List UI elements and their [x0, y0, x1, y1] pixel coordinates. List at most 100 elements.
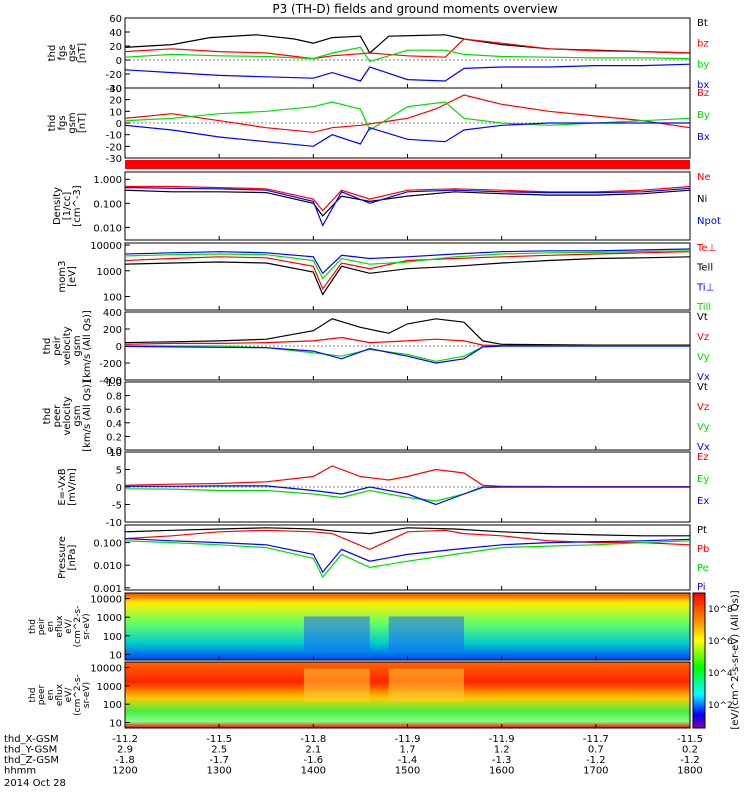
- series-line-Till: [124, 250, 691, 280]
- panel-frame-fgs_gse: [124, 17, 691, 89]
- y-tick-label: 1000: [97, 267, 122, 278]
- series-line-by: [124, 46, 691, 63]
- y-axis-label: peir: [37, 617, 47, 635]
- y-axis-label: thd: [47, 45, 58, 62]
- series-line-Vt: [124, 318, 690, 346]
- x-tick-label: -11.9: [395, 734, 421, 745]
- x-tick-label: -1.3: [492, 755, 512, 766]
- y-tick-label: -30: [106, 154, 122, 165]
- y-tick-label: 100: [103, 293, 122, 304]
- legend-Bz: Bz: [697, 88, 709, 99]
- y-axis-label: [nT]: [77, 113, 88, 133]
- y-tick-label: 400: [103, 308, 122, 319]
- y-tick-label: -10: [106, 131, 122, 142]
- y-axis-label: sr-eV): [82, 613, 92, 639]
- y-tick-label: -10: [106, 518, 122, 529]
- legend-Pi: Pi: [697, 582, 706, 593]
- legend-Till: Till: [696, 302, 711, 313]
- x-row-label: thd_X-GSM: [4, 734, 59, 745]
- x-tick-label: -11.5: [677, 734, 703, 745]
- y-tick-label: 1000: [97, 682, 122, 693]
- x-row-label: hhmm: [4, 766, 36, 777]
- y-axis-label: gsm: [72, 335, 83, 356]
- y-axis-label: velocity: [62, 396, 73, 435]
- x-tick-label: -1.6: [304, 755, 324, 766]
- y-tick-label: 0.010: [93, 223, 122, 234]
- y-tick-label: 10000: [90, 241, 122, 252]
- x-tick-label: -11.5: [206, 734, 232, 745]
- y-tick-label: 0.0: [106, 446, 122, 457]
- legend-bx: bx: [697, 80, 709, 91]
- y-tick-label: 1.000: [93, 175, 122, 186]
- y-axis-label: gsm: [72, 405, 83, 426]
- series-line-Te⊥: [124, 251, 691, 291]
- y-tick-label: 0.6: [106, 405, 122, 416]
- x-tick-label: 1200: [112, 766, 137, 777]
- x-tick-label: 0.7: [588, 745, 604, 756]
- y-axis-label: en: [46, 689, 56, 700]
- x-tick-label: -1.4: [398, 755, 418, 766]
- legend-bz: bz: [697, 39, 709, 50]
- y-tick-label: -5: [112, 501, 122, 512]
- y-tick-label: 30: [109, 84, 122, 95]
- y-tick-label: -40: [106, 84, 122, 95]
- legend-Vx: Vx: [697, 372, 710, 383]
- x-row-label: thd_Y-GSM: [4, 745, 57, 756]
- colorbar-tick-label: 10^6: [708, 637, 733, 647]
- spectrogram-feature: [303, 668, 370, 702]
- y-tick-label: 0.8: [106, 392, 122, 403]
- y-axis-label: fgs: [57, 45, 68, 60]
- y-axis-label: peer: [37, 684, 47, 705]
- y-axis-label: [nT]: [77, 43, 88, 63]
- y-tick-label: 100: [103, 632, 122, 643]
- legend-Vt: Vt: [697, 382, 708, 393]
- series-line-Tell: [124, 256, 691, 296]
- x-tick-label: -11.9: [489, 734, 515, 745]
- spectrogram-feature: [388, 616, 464, 650]
- y-axis-label: [cm^-3]: [72, 185, 83, 226]
- x-tick-label: -1.2: [680, 755, 700, 766]
- legend-Vt: Vt: [697, 312, 708, 323]
- legend-by: by: [697, 59, 709, 70]
- legend-Vx: Vx: [697, 442, 710, 453]
- y-tick-label: 20: [109, 96, 122, 107]
- y-tick-label: 10: [109, 719, 122, 730]
- y-axis-label: eV/: [64, 618, 74, 634]
- y-axis-label: [1/cc]: [62, 192, 73, 221]
- series-line-Bx: [124, 122, 690, 147]
- panel-frame-temp: [124, 242, 691, 311]
- y-axis-label: thd: [28, 688, 38, 703]
- series-line-Ti⊥: [124, 248, 691, 275]
- series-line-Pt: [124, 527, 690, 537]
- series-line-Ex: [125, 485, 690, 506]
- y-tick-label: 10000: [90, 595, 122, 606]
- y-axis-label: en: [46, 621, 56, 632]
- spectrogram-feature: [303, 616, 370, 650]
- y-tick-label: 0.100: [93, 199, 122, 210]
- legend-Pt: Pt: [697, 525, 707, 536]
- y-tick-label: 40: [109, 28, 122, 39]
- x-tick-label: -1.8: [115, 755, 135, 766]
- y-axis-label: velocity: [62, 326, 73, 365]
- series-line-Pi: [124, 538, 691, 574]
- y-axis-label: [eV]: [67, 266, 78, 287]
- x-tick-label: 0.2: [682, 745, 698, 756]
- legend-Te⊥: Te⊥: [696, 243, 716, 254]
- legend-Pe: Pe: [697, 563, 709, 574]
- y-axis-label: (cm^2-s-: [73, 606, 83, 648]
- y-tick-label: 10000: [90, 664, 122, 675]
- y-tick-label: 0: [116, 56, 122, 67]
- y-tick-label: 0: [116, 342, 122, 353]
- y-axis-label: [mV/m]: [67, 468, 78, 506]
- y-axis-label: thd: [42, 408, 53, 425]
- x-tick-label: 1600: [489, 766, 514, 777]
- y-axis-label: thd: [42, 338, 53, 355]
- legend-Vz: Vz: [697, 332, 709, 343]
- y-tick-label: 1.0: [106, 378, 122, 389]
- colorbar: [692, 592, 706, 729]
- y-tick-label: -20: [106, 70, 122, 81]
- y-tick-label: 0.100: [93, 539, 122, 550]
- chart-title: P3 (TH-D) fields and ground moments over…: [272, 2, 557, 16]
- y-tick-label: 0.2: [106, 432, 122, 443]
